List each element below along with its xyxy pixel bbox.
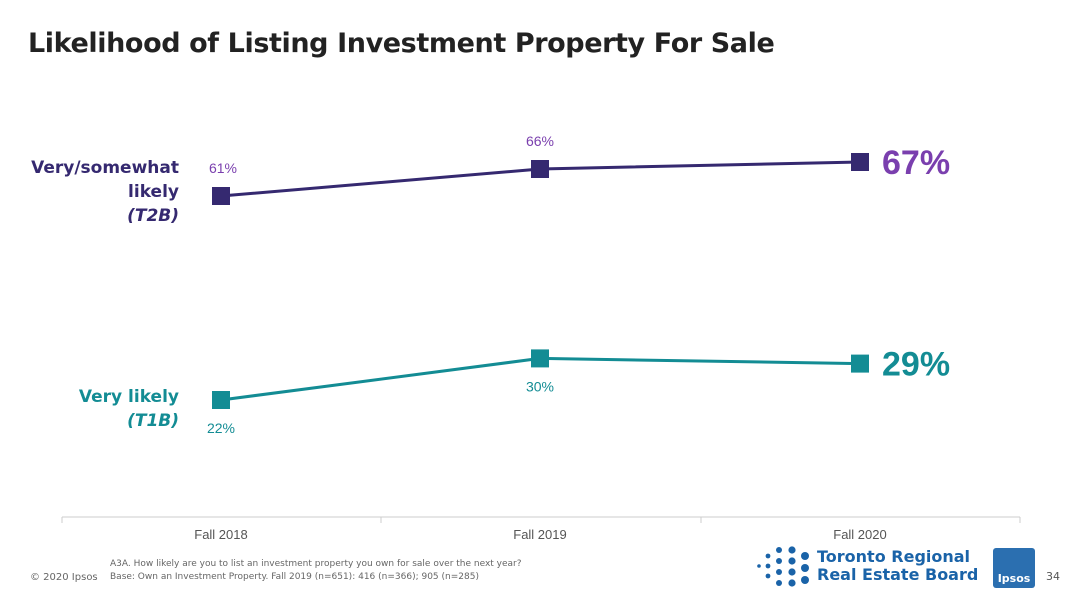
series-label-t2b: Very/somewhat likely (T2B): [31, 156, 179, 228]
data-marker-0-1: [531, 160, 549, 178]
series-label-t1b-line2: (T1B): [127, 411, 179, 431]
series-label-t2b-line2: likely: [128, 182, 179, 202]
footnote-question: A3A. How likely are you to list an inves…: [110, 559, 522, 569]
trreb-name-line2: Real Estate Board: [817, 565, 979, 584]
data-label-0-2: 67%: [882, 144, 950, 182]
page-title: Likelihood of Listing Investment Propert…: [28, 28, 775, 59]
data-marker-1-2: [851, 354, 869, 373]
trreb-name-line1: Toronto Regional: [817, 547, 971, 566]
trreb-logo: Toronto Regional Real Estate Board: [755, 544, 978, 588]
data-marker-0-2: [851, 153, 869, 171]
x-tick-label-0: Fall 2018: [194, 527, 247, 542]
x-tick-label-1: Fall 2019: [513, 527, 566, 542]
ipsos-logo: Ipsos: [993, 548, 1035, 588]
footnote: A3A. How likely are you to list an inves…: [110, 558, 522, 584]
series-label-t2b-line3: (T2B): [127, 206, 179, 226]
data-label-0-0: 61%: [209, 160, 237, 176]
series-label-t1b: Very likely (T1B): [79, 385, 179, 433]
trreb-dots-icon: [757, 546, 809, 587]
series-label-t2b-line1: Very/somewhat: [31, 158, 179, 178]
data-marker-1-0: [212, 391, 230, 409]
series-label-t1b-line1: Very likely: [78, 387, 179, 407]
data-label-1-1: 30%: [526, 378, 554, 394]
page-number: 34: [1046, 570, 1060, 583]
data-marker-1-1: [531, 349, 549, 368]
trreb-name: Toronto Regional Real Estate Board: [817, 548, 978, 584]
data-marker-0-0: [212, 187, 230, 205]
data-label-0-1: 66%: [526, 133, 554, 149]
data-label-1-2: 29%: [882, 346, 950, 384]
copyright: © 2020 Ipsos: [30, 572, 98, 583]
data-label-1-0: 22%: [207, 420, 235, 436]
x-tick-label-2: Fall 2020: [833, 527, 886, 542]
footnote-base: Base: Own an Investment Property. Fall 2…: [110, 572, 479, 582]
